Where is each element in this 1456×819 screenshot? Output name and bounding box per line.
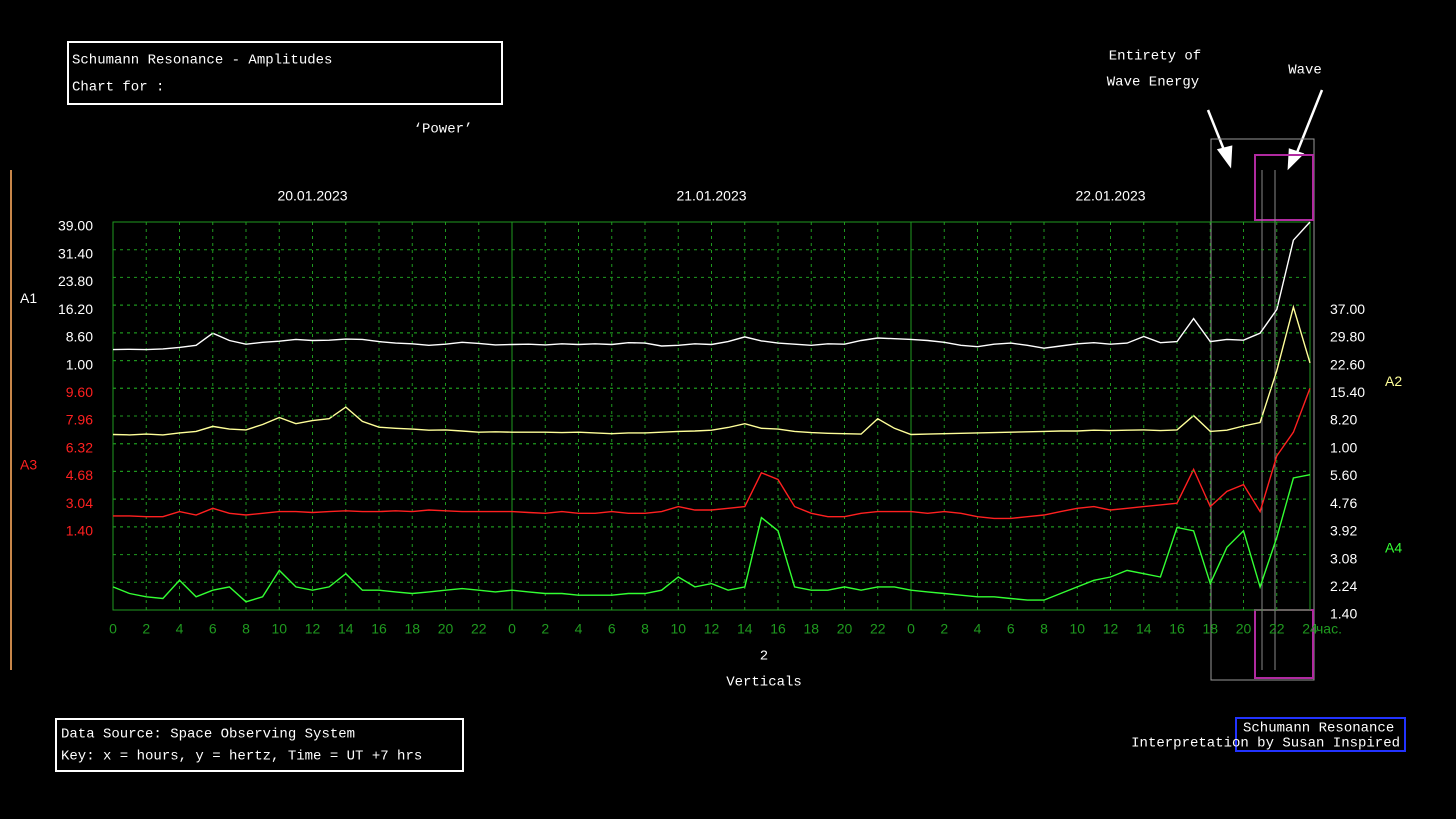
- x-tick-label: 14: [737, 621, 753, 637]
- x-tick-label: 0: [907, 621, 915, 637]
- x-tick-label: 6: [1007, 621, 1015, 637]
- series-line: [112, 474, 1311, 603]
- x-tick-label: 22: [870, 621, 886, 637]
- y-tick-label: 5.60: [1330, 467, 1357, 483]
- x-tick-label: 18: [803, 621, 819, 637]
- x-tick-label: 18: [1202, 621, 1218, 637]
- x-unit: час.: [1316, 621, 1342, 637]
- x-tick-label: 16: [371, 621, 387, 637]
- title: Schumann Resonance - Amplitudes: [72, 53, 332, 69]
- axis-name: A3: [20, 456, 37, 472]
- footer-text: Data Source: Space Observing System: [61, 727, 355, 743]
- x-tick-label: 20: [1236, 621, 1252, 637]
- x-tick-label: 24: [1302, 621, 1318, 637]
- y-tick-label: 31.40: [58, 245, 93, 261]
- x-tick-label: 2: [940, 621, 948, 637]
- axis-name: A4: [1385, 539, 1402, 555]
- x-tick-label: 6: [209, 621, 217, 637]
- annotation: 2: [760, 649, 768, 665]
- logo-title: Schumann Resonance: [1243, 721, 1394, 737]
- x-tick-label: 10: [271, 621, 287, 637]
- footer-box: [55, 718, 464, 772]
- y-tick-label: 2.24: [1330, 578, 1357, 594]
- x-tick-label: 6: [608, 621, 616, 637]
- y-tick-label: 4.76: [1330, 495, 1357, 511]
- x-tick-label: 14: [338, 621, 354, 637]
- y-tick-label: 9.60: [66, 384, 93, 400]
- logo-subtitle: Interpretation by Susan Inspired: [1131, 736, 1400, 752]
- series-line: [113, 388, 1311, 520]
- x-tick-label: 16: [1169, 621, 1185, 637]
- x-tick-label: 8: [242, 621, 250, 637]
- y-tick-label: 3.92: [1330, 523, 1357, 539]
- annotation: Wave: [1288, 63, 1322, 79]
- y-tick-label: 29.80: [1330, 329, 1365, 345]
- wave-energy-box: [1210, 138, 1315, 681]
- x-tick-label: 8: [641, 621, 649, 637]
- x-tick-label: 12: [1103, 621, 1119, 637]
- y-tick-label: 39.00: [58, 218, 93, 234]
- x-tick-label: 20: [438, 621, 454, 637]
- x-tick-label: 22: [1269, 621, 1285, 637]
- x-tick-label: 12: [704, 621, 720, 637]
- x-tick-label: 2: [142, 621, 150, 637]
- annotation: Wave Energy: [1107, 75, 1199, 91]
- y-tick-label: 23.80: [58, 273, 93, 289]
- x-tick-label: 16: [770, 621, 786, 637]
- x-tick-label: 20: [837, 621, 853, 637]
- x-tick-label: 4: [176, 621, 184, 637]
- series-line: [112, 304, 1311, 436]
- footer-text: Key: x = hours, y = hertz, Time = UT +7 …: [61, 749, 422, 765]
- subject: ‘Power’: [414, 122, 473, 138]
- y-tick-label: 15.40: [1330, 384, 1365, 400]
- y-tick-label: 1.00: [66, 356, 93, 372]
- wave-box: [1254, 154, 1314, 221]
- title: Chart for :: [72, 80, 164, 96]
- x-tick-label: 18: [404, 621, 420, 637]
- y-tick-label: 37.00: [1330, 301, 1365, 317]
- y-tick-label: 1.40: [1330, 606, 1357, 622]
- x-tick-label: 4: [575, 621, 583, 637]
- x-tick-label: 8: [1040, 621, 1048, 637]
- y-tick-label: 7.96: [66, 412, 93, 428]
- y-tick-label: 8.60: [66, 329, 93, 345]
- logo-box: [1235, 717, 1406, 752]
- x-tick-label: 22: [471, 621, 487, 637]
- y-tick-label: 3.08: [1330, 550, 1357, 566]
- y-tick-label: 3.04: [66, 495, 93, 511]
- arrows: [1206, 89, 1324, 171]
- y-tick-label: 4.68: [66, 467, 93, 483]
- axis-name: A1: [20, 290, 37, 306]
- x-tick-label: 14: [1136, 621, 1152, 637]
- x-tick-label: 2: [541, 621, 549, 637]
- y-tick-label: 6.32: [66, 439, 93, 455]
- series-line: [112, 221, 1311, 351]
- x-tick-label: 0: [109, 621, 117, 637]
- x-tick-label: 10: [670, 621, 686, 637]
- x-tick-label: 12: [305, 621, 321, 637]
- x-tick-label: 0: [508, 621, 516, 637]
- axis-name: A2: [1385, 373, 1402, 389]
- title-box: [67, 41, 503, 105]
- x-tick-label: 4: [974, 621, 982, 637]
- y-tick-label: 16.20: [58, 301, 93, 317]
- date-label: 21.01.2023: [676, 188, 746, 204]
- y-tick-label: 1.40: [66, 523, 93, 539]
- annotation: Entirety of: [1109, 49, 1201, 65]
- y-tick-label: 22.60: [1330, 356, 1365, 372]
- x-tick-label: 10: [1069, 621, 1085, 637]
- y-tick-label: 8.20: [1330, 412, 1357, 428]
- y-tick-label: 1.00: [1330, 439, 1357, 455]
- date-label: 20.01.2023: [277, 188, 347, 204]
- annotation: Verticals: [726, 675, 802, 691]
- date-label: 22.01.2023: [1075, 188, 1145, 204]
